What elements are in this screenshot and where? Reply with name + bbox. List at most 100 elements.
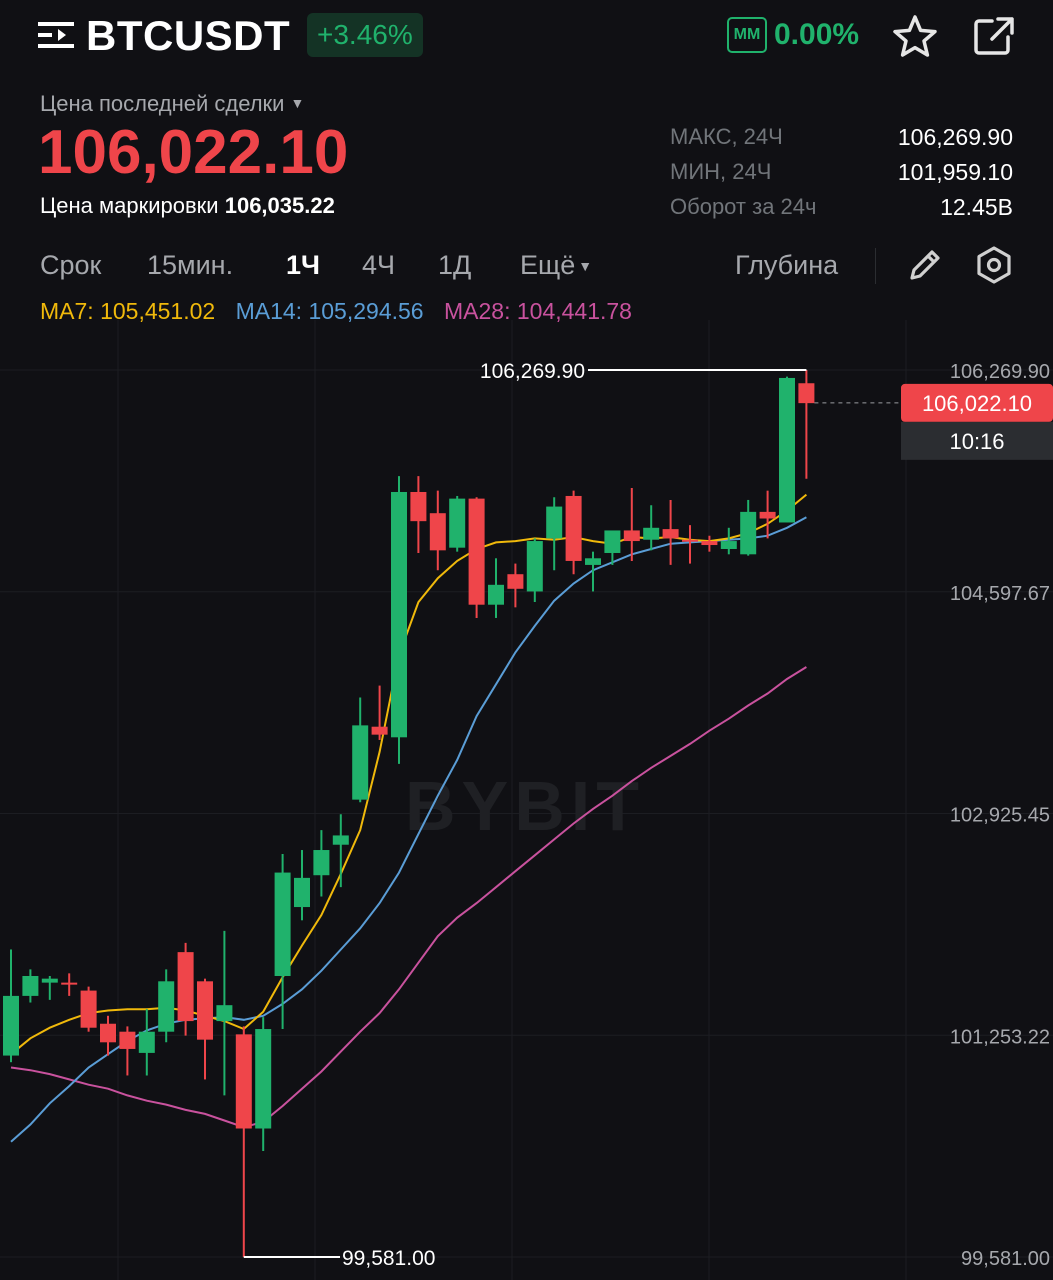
candle (41, 976, 58, 1000)
candle (546, 497, 563, 571)
candle-body (662, 529, 679, 539)
candle (662, 499, 679, 565)
high-marker-label: 106,269.90 (480, 360, 585, 383)
low-24h-label: МИН, 24Ч (670, 159, 772, 184)
candle-body (177, 952, 194, 1022)
candle-body (294, 877, 310, 908)
tab-more[interactable]: Ещё ▼ (520, 246, 592, 288)
candle-body (274, 872, 291, 977)
mm-badge[interactable]: MM (727, 17, 767, 53)
candle-body (449, 498, 466, 548)
candle (352, 697, 369, 803)
tab-4h[interactable]: 4Ч (362, 250, 396, 280)
candle-body (623, 530, 640, 542)
candle (216, 930, 233, 1096)
candle (604, 530, 621, 565)
candle (526, 538, 543, 603)
tab-more-label: Ещё (520, 250, 576, 280)
candle-body (429, 513, 446, 551)
candle (294, 850, 310, 921)
current-price-tag (901, 383, 1053, 422)
tab-15min[interactable]: 15мин. (147, 250, 234, 280)
candle (274, 854, 291, 1030)
menu-icon[interactable] (38, 20, 74, 50)
current-price-value: 106,022.10 (922, 391, 1032, 416)
mm-value[interactable]: 0.00% (774, 18, 860, 51)
candle-body (216, 1005, 233, 1022)
candle-body (158, 981, 175, 1032)
low-marker-label: 99,581.00 (342, 1247, 435, 1270)
ma7-value: 105,451.02 (100, 298, 216, 324)
candle-body (604, 530, 621, 553)
turnover-24h-label: Оборот за 24ч (670, 194, 817, 219)
pencil-icon[interactable] (904, 244, 946, 286)
candle (585, 551, 601, 592)
candle-body (526, 541, 543, 592)
symbol-title[interactable]: BTCUSDT (86, 12, 291, 59)
candle-body (332, 835, 349, 845)
low-24h-value: 101,959.10 (897, 159, 1013, 185)
candle-body (643, 527, 660, 540)
candle-body (100, 1023, 116, 1043)
tab-1d[interactable]: 1Д (438, 250, 472, 280)
star-icon[interactable] (891, 13, 939, 59)
candle (740, 499, 757, 556)
settings-icon[interactable] (973, 244, 1015, 286)
candle (100, 1015, 116, 1056)
candle-body (255, 1029, 272, 1129)
mark-price-row: Цена маркировки 106,035.22 (40, 192, 335, 220)
candle (682, 525, 698, 564)
candle-body (197, 981, 213, 1040)
candle-body (119, 1031, 136, 1049)
ma14-value: 105,294.56 (308, 298, 424, 324)
candle-body (3, 995, 19, 1056)
candle-body (313, 850, 330, 876)
candle-body (798, 383, 815, 404)
candle (488, 558, 504, 618)
candle-body (371, 726, 388, 735)
tab-divider (875, 248, 876, 284)
candle (391, 476, 407, 764)
candle-body (779, 377, 795, 523)
candle (779, 376, 795, 523)
ma7-label: MA7: (40, 298, 94, 324)
candle (759, 490, 776, 539)
last-price: 106,022.10 (38, 118, 349, 187)
watermark: BYBIT (405, 767, 645, 845)
y-tick-label: 106,269.90 (950, 361, 1050, 383)
candle (61, 973, 78, 996)
candle-body (468, 498, 485, 605)
candle-body (41, 978, 58, 983)
countdown-value: 10:16 (949, 429, 1004, 454)
ma-legend: MA7: 105,451.02 MA14: 105,294.56 MA28: 1… (40, 296, 646, 326)
candle (332, 814, 349, 888)
share-icon[interactable] (970, 13, 1018, 59)
caret-down-icon: ▼ (290, 95, 305, 111)
candle-body (80, 990, 97, 1028)
tab-1h[interactable]: 1Ч (286, 250, 320, 280)
candle (429, 490, 446, 571)
candle-body (22, 976, 39, 996)
tab-depth[interactable]: Глубина (735, 250, 839, 280)
candle (410, 476, 427, 553)
candle (235, 1026, 252, 1258)
mark-price-value: 106,035.22 (224, 193, 335, 218)
candlestick-chart[interactable]: BYBIT 106,269.90 104,597.67 102,925.45 101,… (0, 320, 1053, 1280)
candle (255, 1017, 272, 1152)
tab-period[interactable]: Срок (40, 250, 102, 280)
candle-body (585, 558, 601, 565)
ma28-line (10, 666, 807, 1129)
candle-body (138, 1031, 155, 1053)
candle-body (546, 506, 563, 539)
candle (449, 495, 466, 552)
candle (371, 685, 388, 740)
price-markers: 106,269.90 99,581.00 106,022.10 10:16 (243, 360, 1053, 1270)
candle-body (759, 511, 776, 519)
y-tick-label: 104,597.67 (950, 583, 1050, 605)
candle (643, 505, 660, 551)
turnover-24h-value: 12.45B (940, 194, 1013, 220)
ma28-label: MA28: (443, 298, 511, 324)
last-price-selector[interactable]: Цена последней сделки ▼ (40, 90, 304, 120)
candle-body (682, 539, 698, 542)
candle (507, 563, 524, 608)
